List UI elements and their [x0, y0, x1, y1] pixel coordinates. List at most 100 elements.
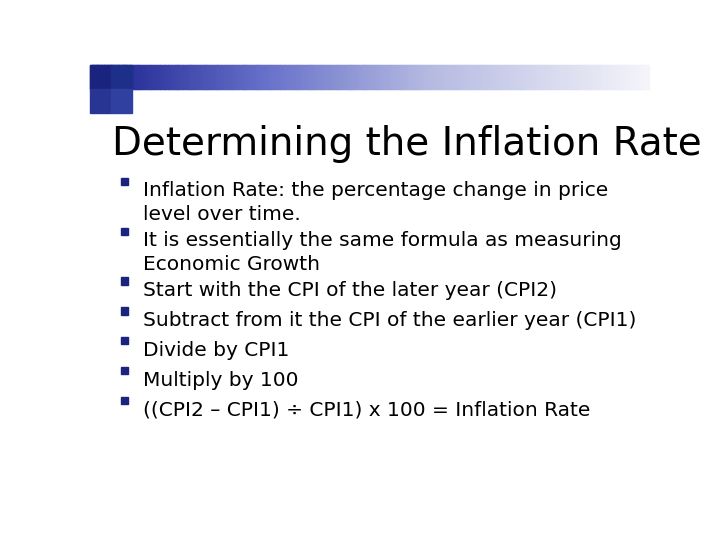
- Bar: [464, 65, 468, 89]
- Bar: [620, 65, 624, 89]
- Text: Divide by CPI1: Divide by CPI1: [143, 341, 289, 360]
- Bar: [145, 65, 150, 89]
- Bar: [489, 65, 493, 89]
- Bar: [486, 65, 490, 89]
- Bar: [405, 65, 409, 89]
- Bar: [392, 65, 395, 89]
- Bar: [171, 65, 175, 89]
- Bar: [606, 65, 610, 89]
- Bar: [481, 65, 485, 89]
- Bar: [190, 65, 194, 89]
- Bar: [238, 65, 242, 89]
- Bar: [578, 65, 582, 89]
- Bar: [176, 65, 181, 89]
- Bar: [615, 65, 618, 89]
- Bar: [550, 65, 554, 89]
- Bar: [517, 65, 521, 89]
- Bar: [188, 65, 192, 89]
- Bar: [511, 65, 516, 89]
- Bar: [174, 65, 178, 89]
- Bar: [193, 65, 197, 89]
- Bar: [461, 65, 465, 89]
- Bar: [109, 65, 114, 89]
- Bar: [567, 65, 571, 89]
- Bar: [324, 65, 328, 89]
- Bar: [207, 65, 211, 89]
- Bar: [269, 65, 272, 89]
- Bar: [199, 65, 203, 89]
- Bar: [305, 65, 309, 89]
- Bar: [623, 65, 627, 89]
- Bar: [221, 65, 225, 89]
- Bar: [508, 65, 513, 89]
- Bar: [349, 65, 354, 89]
- Bar: [140, 65, 144, 89]
- Bar: [129, 65, 133, 89]
- Bar: [124, 65, 127, 89]
- Bar: [143, 65, 147, 89]
- Bar: [277, 65, 281, 89]
- Bar: [587, 65, 590, 89]
- Bar: [243, 65, 248, 89]
- Bar: [369, 65, 373, 89]
- Bar: [218, 65, 222, 89]
- Bar: [534, 65, 538, 89]
- Bar: [617, 65, 621, 89]
- Bar: [584, 65, 588, 89]
- Bar: [90, 89, 111, 113]
- Bar: [291, 65, 294, 89]
- Bar: [263, 65, 267, 89]
- Bar: [166, 65, 169, 89]
- Text: Subtract from it the CPI of the earlier year (CPI1): Subtract from it the CPI of the earlier …: [143, 311, 636, 330]
- Bar: [472, 65, 476, 89]
- Bar: [121, 278, 128, 285]
- Bar: [300, 65, 303, 89]
- Bar: [631, 65, 635, 89]
- Bar: [210, 65, 214, 89]
- Bar: [411, 65, 415, 89]
- Bar: [436, 65, 440, 89]
- Bar: [562, 65, 565, 89]
- Bar: [319, 65, 323, 89]
- Bar: [575, 65, 580, 89]
- Bar: [249, 65, 253, 89]
- Bar: [252, 65, 256, 89]
- Bar: [302, 65, 306, 89]
- Bar: [104, 65, 108, 89]
- Text: Start with the CPI of the later year (CPI2): Start with the CPI of the later year (CP…: [143, 281, 557, 300]
- Bar: [111, 89, 132, 113]
- Bar: [453, 65, 456, 89]
- Bar: [547, 65, 552, 89]
- Bar: [500, 65, 504, 89]
- Bar: [327, 65, 331, 89]
- Bar: [531, 65, 535, 89]
- Bar: [93, 65, 96, 89]
- Bar: [282, 65, 287, 89]
- Bar: [433, 65, 437, 89]
- Bar: [598, 65, 602, 89]
- Bar: [316, 65, 320, 89]
- Bar: [111, 65, 132, 89]
- Bar: [90, 65, 94, 89]
- Bar: [593, 65, 596, 89]
- Bar: [255, 65, 258, 89]
- Bar: [230, 65, 233, 89]
- Bar: [233, 65, 236, 89]
- Bar: [213, 65, 217, 89]
- Bar: [629, 65, 632, 89]
- Bar: [377, 65, 382, 89]
- Bar: [383, 65, 387, 89]
- Bar: [514, 65, 518, 89]
- Bar: [204, 65, 208, 89]
- Bar: [294, 65, 297, 89]
- Bar: [553, 65, 557, 89]
- Bar: [182, 65, 186, 89]
- Bar: [235, 65, 239, 89]
- Bar: [389, 65, 392, 89]
- Bar: [361, 65, 364, 89]
- Bar: [163, 65, 166, 89]
- Bar: [240, 65, 245, 89]
- Bar: [431, 65, 434, 89]
- Bar: [372, 65, 376, 89]
- Bar: [121, 338, 128, 345]
